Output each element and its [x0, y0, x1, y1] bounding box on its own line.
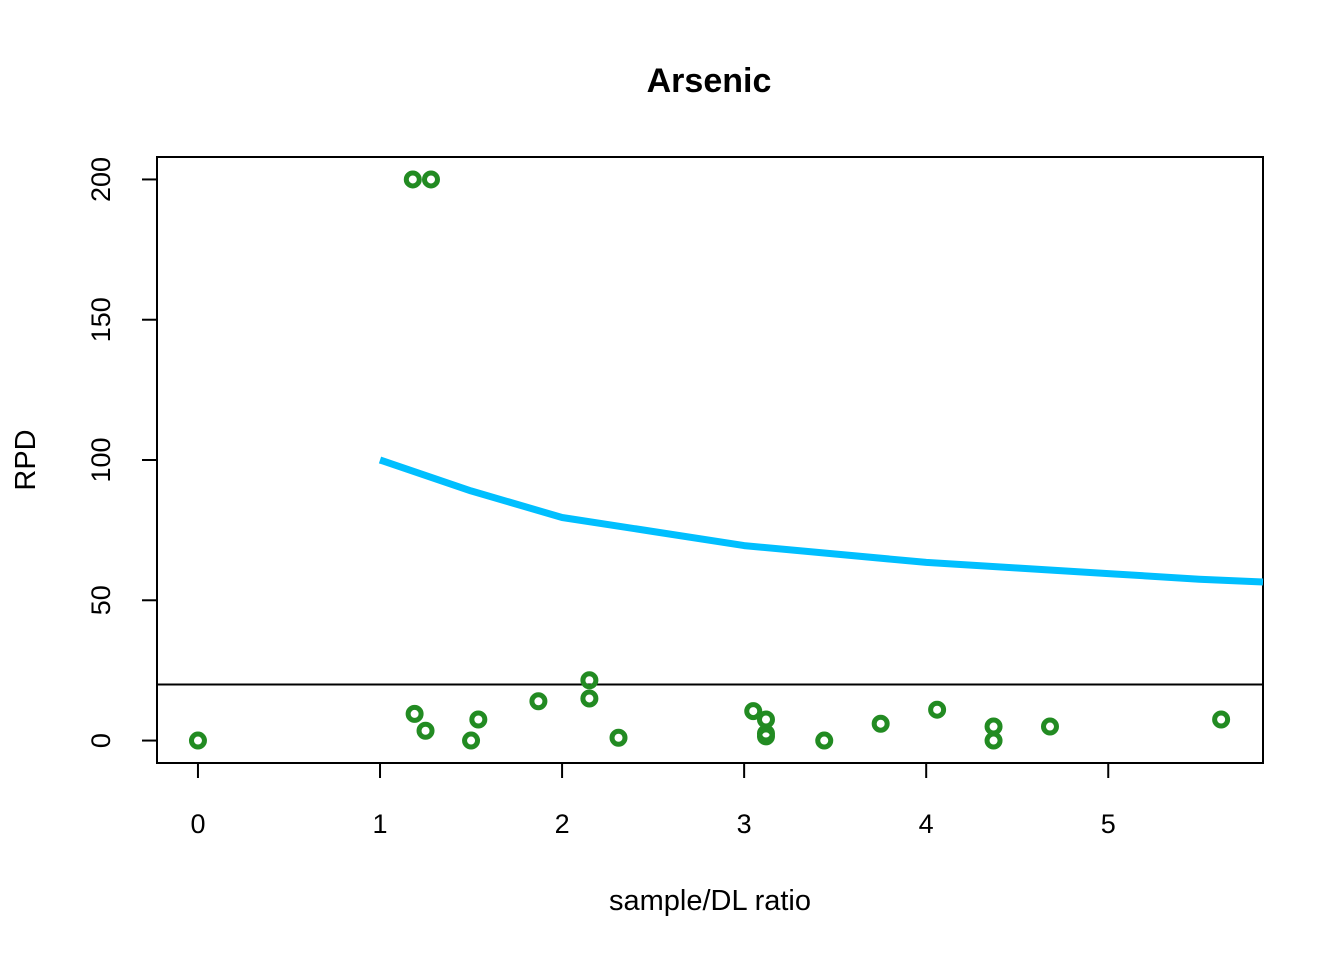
- data-point: [609, 728, 628, 747]
- data-point: [815, 731, 834, 750]
- x-tick-label: 0: [190, 809, 205, 839]
- x-axis: 0 1 2 3 4 5: [190, 762, 1116, 839]
- y-tick-label: 0: [86, 733, 116, 748]
- data-point: [462, 731, 481, 750]
- data-point: [928, 700, 947, 719]
- data-point: [405, 704, 424, 723]
- plot-frame: [156, 156, 1264, 764]
- data-point: [756, 727, 775, 746]
- data-point: [871, 714, 890, 733]
- data-point: [188, 731, 207, 750]
- chart-title: Arsenic: [647, 62, 772, 100]
- x-tick-label: 2: [555, 809, 570, 839]
- data-point: [580, 689, 599, 708]
- data-point: [1040, 717, 1059, 736]
- data-point: [403, 170, 422, 189]
- x-tick-label: 5: [1101, 809, 1116, 839]
- y-axis-label: RPD: [10, 429, 42, 490]
- fit-curve: [378, 456, 1264, 586]
- data-point: [756, 710, 775, 729]
- y-tick-label: 150: [86, 297, 116, 342]
- data-point: [984, 717, 1003, 736]
- data-points: [188, 170, 1231, 750]
- data-point: [416, 721, 435, 740]
- y-tick-label: 50: [86, 585, 116, 615]
- data-point: [744, 702, 763, 721]
- data-point: [580, 671, 599, 690]
- data-point: [421, 170, 440, 189]
- y-tick-label: 100: [86, 437, 116, 482]
- x-axis-label: sample/DL ratio: [609, 885, 811, 917]
- data-point: [469, 710, 488, 729]
- y-axis: 0 50 100 150 200: [86, 157, 158, 748]
- x-tick-label: 3: [737, 809, 752, 839]
- y-tick-label: 200: [86, 157, 116, 202]
- data-point: [1212, 710, 1231, 729]
- data-point: [529, 692, 548, 711]
- x-tick-label: 1: [373, 809, 388, 839]
- data-point: [984, 731, 1003, 750]
- x-tick-label: 4: [919, 809, 934, 839]
